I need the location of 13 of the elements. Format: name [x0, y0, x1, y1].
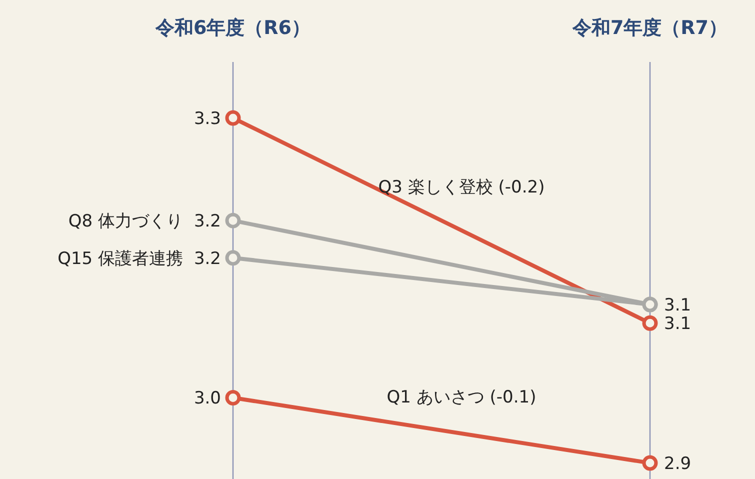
data-label: 2.9: [664, 454, 692, 474]
text: Q15 保護者連携: [58, 248, 183, 269]
data-label: 3.2: [194, 248, 221, 269]
series-label: Q3 楽しく登校 (-0.2): [378, 178, 545, 198]
series-label: Q1 あいさつ (-0.1): [386, 387, 536, 408]
text: Q8 体力づくり: [68, 212, 183, 232]
data-label: 3.1: [664, 295, 692, 316]
x-tick-label: 令和6年度（R6）: [154, 17, 311, 39]
x-tick-label: 令和7年度（R7）: [571, 17, 728, 39]
data-label: 3.3: [194, 108, 221, 129]
data-label: 3.0: [194, 388, 221, 409]
data-label: 3.1: [664, 314, 692, 334]
data-label: 3.2: [194, 212, 221, 232]
